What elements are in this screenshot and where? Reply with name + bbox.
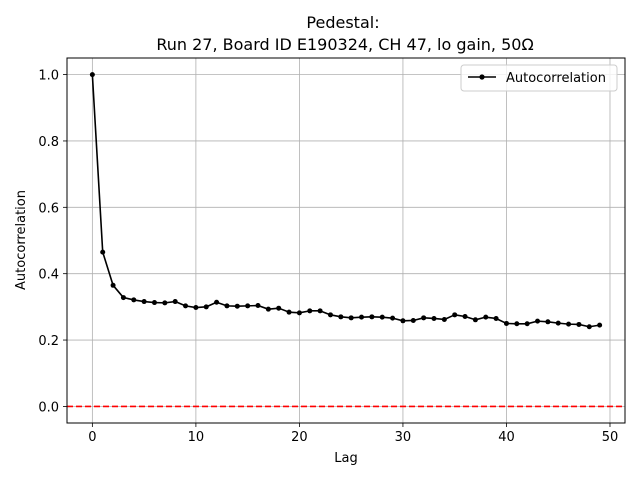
data-point [524,321,530,327]
plot-frame [66,57,626,424]
data-point [462,313,468,319]
data-point [162,300,168,306]
y-tick-label: 0.8 [38,135,59,150]
data-point [307,308,313,314]
data-point [555,320,561,326]
y-tick-label: 1.0 [38,69,59,84]
x-tick-label: 20 [291,430,308,445]
data-point [400,318,406,324]
grid [67,58,625,423]
data-point [566,321,572,327]
data-point [452,312,458,318]
data-point [286,309,292,315]
x-tick-label: 40 [498,430,515,445]
chart-title-line2: Run 27, Board ID E190324, CH 47, lo gain… [156,35,533,54]
legend-marker-swatch [479,74,485,80]
data-point [545,319,551,325]
data-point [576,321,582,327]
data-point [120,295,126,301]
data-point [276,305,282,311]
y-tick-label: 0.6 [38,201,59,216]
data-point [317,308,323,314]
data-point [514,321,520,327]
data-point [483,314,489,320]
data-point [131,297,137,303]
x-axis-ticks: 0 10 20 30 40 50 [88,423,618,445]
data-point [214,299,220,305]
data-point [203,304,209,310]
chart-title-line1: Pedestal: [306,13,379,32]
y-tick-label: 0.4 [38,268,59,283]
data-point [348,315,354,321]
data-point [359,314,365,320]
y-axis-label: Autocorrelation [14,190,29,290]
data-point [265,306,271,312]
y-tick-label: 0.0 [38,400,59,415]
series-line [91,74,600,328]
data-point [493,315,499,321]
data-point [431,315,437,321]
data-point [172,299,178,305]
y-tick-label: 0.2 [38,334,59,349]
data-point [597,322,603,328]
data-point [472,317,478,323]
legend-label: Autocorrelation [506,71,606,86]
data-point [441,316,447,322]
data-point [379,314,385,320]
data-point [183,303,189,309]
data-point [151,300,157,306]
legend-box [460,64,618,92]
x-axis-label: Lag [334,451,357,466]
data-point [503,320,509,326]
series-group [89,72,603,330]
data-point [296,310,302,316]
x-tick-label: 30 [395,430,412,445]
data-point [89,72,95,78]
x-tick-label: 10 [188,430,205,445]
data-point [586,324,592,330]
data-point [245,303,251,309]
data-point [390,315,396,321]
data-point [110,282,116,288]
data-point [327,312,333,318]
data-point [410,317,416,323]
data-point [193,305,199,311]
data-point [141,299,147,305]
x-tick-label: 0 [88,430,96,445]
data-point [369,314,375,320]
data-point [234,303,240,309]
x-tick-label: 50 [602,430,619,445]
data-point [535,318,541,324]
data-point [421,315,427,321]
y-axis-ticks: 0.0 0.2 0.4 0.6 0.8 1.0 [38,69,67,415]
legend: Autocorrelation [460,64,618,92]
data-point [338,314,344,320]
data-point [255,303,261,309]
data-point [224,303,230,309]
data-point [100,249,106,255]
